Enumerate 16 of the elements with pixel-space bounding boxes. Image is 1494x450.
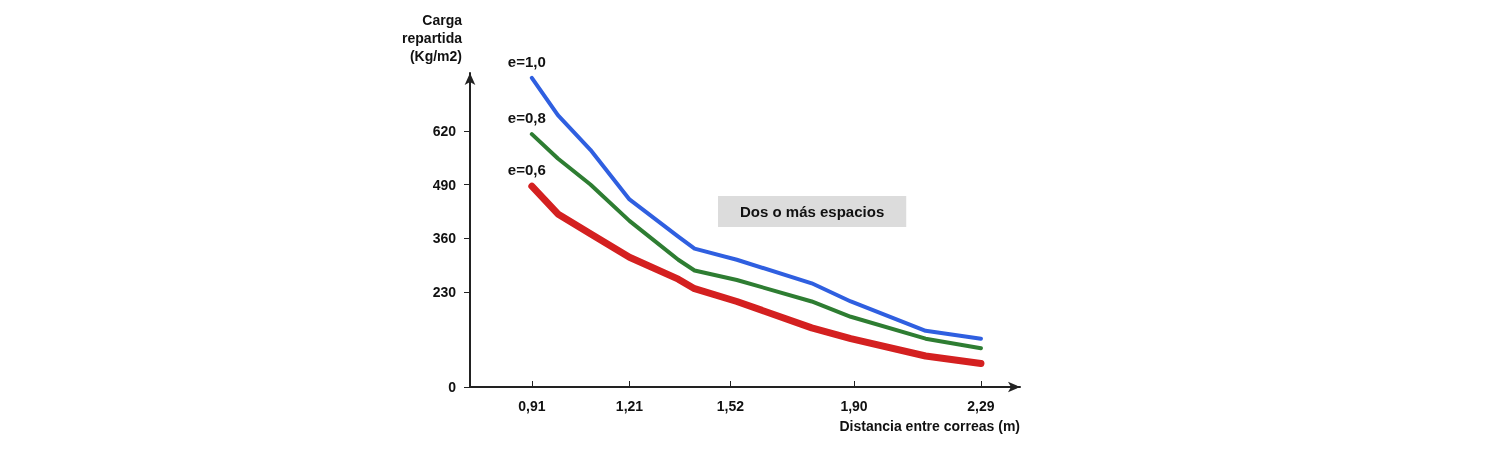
y-tick-label: 230 xyxy=(432,283,457,300)
x-tick-label: 1,90 xyxy=(840,398,868,414)
y-tick-label: 620 xyxy=(432,122,457,139)
x-tick-label: 1,52 xyxy=(716,398,745,414)
series-label: e=0,8 xyxy=(507,109,546,127)
annotation: Dos o más espacios xyxy=(740,203,885,220)
y-tick-label: 490 xyxy=(432,176,457,193)
y-axis-title: Carga repartida (Kg/m2) xyxy=(402,12,463,64)
x-tick-label: 2,29 xyxy=(967,398,995,414)
y-tick-label: 0 xyxy=(448,379,457,395)
series-label: e=1,0 xyxy=(507,52,546,70)
series-label: e=0,6 xyxy=(507,161,546,179)
y-tick-label: 360 xyxy=(432,230,457,247)
x-tick-label: 1,21 xyxy=(615,398,644,414)
x-axis-title: Distancia entre correas (m) xyxy=(839,418,1020,434)
x-tick-label: 0,91 xyxy=(518,398,546,414)
